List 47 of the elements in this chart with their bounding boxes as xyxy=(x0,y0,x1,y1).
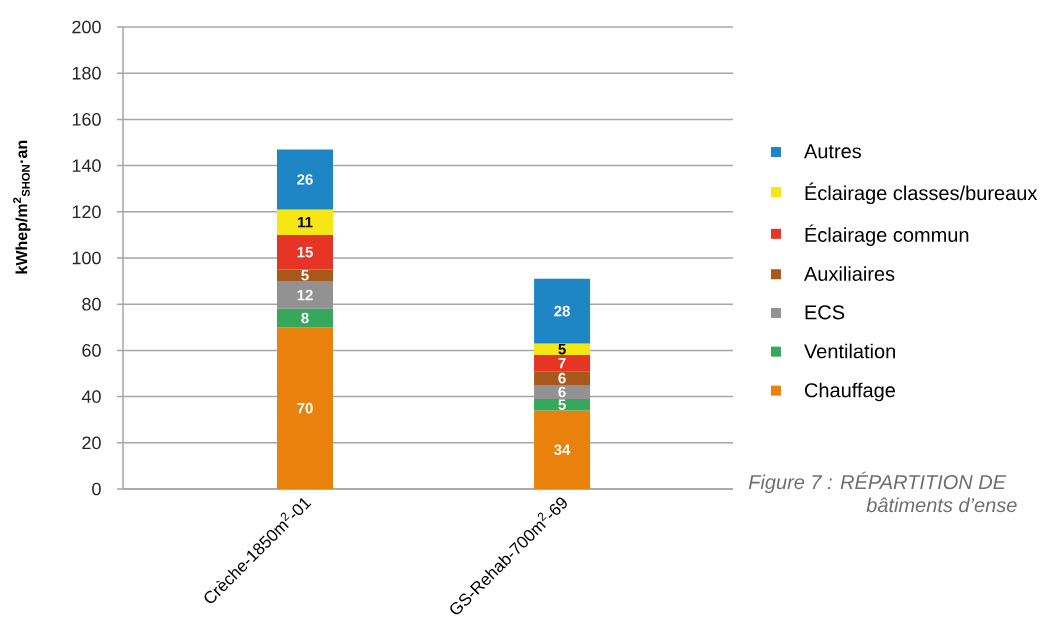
legend-label: Éclairage commun xyxy=(805,224,969,246)
y-tick-label: 20 xyxy=(82,436,101,450)
legend-label: Auxiliaires xyxy=(804,266,895,281)
y-tick-label: 80 xyxy=(82,297,101,311)
data-label: 8 xyxy=(301,312,309,324)
y-tick-label: 100 xyxy=(72,251,101,265)
caption: Figure 7 : RÉPARTITION DE xyxy=(748,471,1007,494)
bar xyxy=(277,149,333,210)
bar xyxy=(277,327,333,489)
bar xyxy=(277,281,333,309)
legend-label: Autres xyxy=(804,144,862,159)
bar xyxy=(277,234,333,270)
y-axis-title: kWhep/m$^{2}$$_{SHON}$·an xyxy=(13,140,31,274)
data-label: 6 xyxy=(558,372,566,384)
y-tick-label: 140 xyxy=(72,159,101,172)
bar xyxy=(534,355,591,372)
y-tick-label: 160 xyxy=(72,113,101,126)
data-label: 12 xyxy=(297,289,313,301)
y-tick-label: 40 xyxy=(81,390,101,403)
legend-label: ECS xyxy=(805,305,845,320)
y-tick-label: 180 xyxy=(72,66,101,80)
y-tick-label: 0 xyxy=(92,482,101,496)
data-label: 11 xyxy=(298,217,313,228)
y-tick-label: 200 xyxy=(72,20,101,34)
data-label: 15 xyxy=(297,247,313,258)
legend-label: Ventilation xyxy=(804,343,895,359)
y-tick-label: 60 xyxy=(82,344,101,357)
y-tick-label: 120 xyxy=(72,205,101,219)
data-label: 34 xyxy=(554,444,571,456)
bar xyxy=(277,308,333,328)
data-label: 5 xyxy=(558,399,566,410)
bar xyxy=(534,343,591,356)
data-label: 5 xyxy=(301,270,309,281)
bar xyxy=(534,385,591,399)
bar xyxy=(534,278,591,344)
data-label: 6 xyxy=(558,386,566,398)
legend-label: Chauffage xyxy=(804,382,895,402)
data-label: 7 xyxy=(558,357,566,369)
data-label: 5 xyxy=(558,344,566,355)
text: bâtiments d’ense xyxy=(866,497,1017,513)
data-label: 26 xyxy=(297,174,313,185)
data-label: 70 xyxy=(297,402,313,414)
data-label: 28 xyxy=(554,305,570,317)
bar xyxy=(534,371,591,386)
legend-label: Éclairage classes/bureaux xyxy=(805,182,1038,205)
bar xyxy=(534,410,591,489)
bar xyxy=(277,209,333,235)
